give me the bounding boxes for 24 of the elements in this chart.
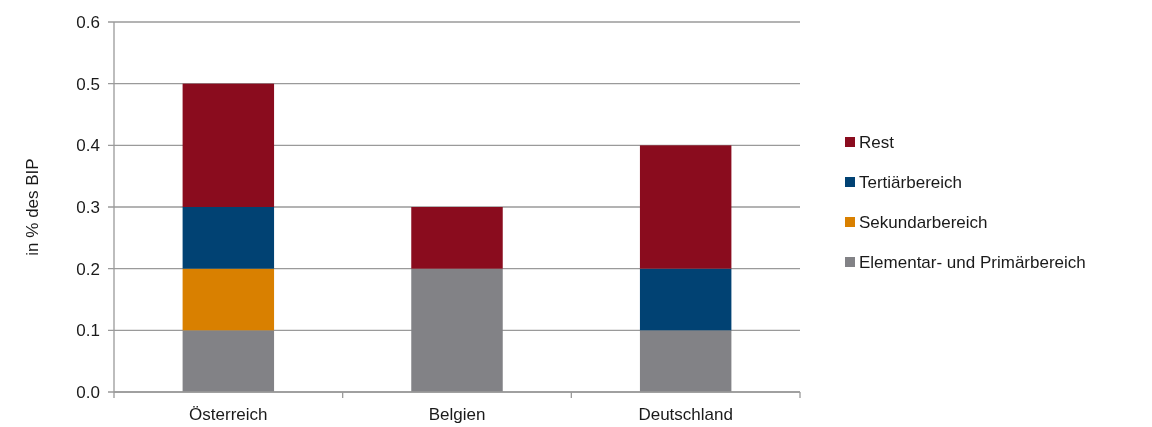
x-tick-label: Deutschland (638, 405, 733, 424)
bar (639, 330, 732, 392)
bar (639, 145, 732, 269)
bar (639, 268, 732, 331)
y-tick-label: 0.6 (76, 12, 100, 32)
y-tick-label: 0.3 (76, 197, 100, 217)
legend-label: Rest (859, 132, 895, 152)
x-tick-label: Österreich (189, 405, 268, 424)
y-tick-label: 0.0 (76, 382, 100, 402)
y-tick-label: 0.2 (76, 259, 100, 279)
y-axis-title: in % des BIP (23, 158, 42, 256)
bar (182, 268, 275, 331)
y-tick-label: 0.4 (76, 136, 100, 156)
bar (182, 207, 275, 269)
legend-label: Elementar- und Primärbereich (859, 252, 1086, 272)
y-tick-label: 0.5 (76, 74, 100, 94)
bar (411, 207, 503, 269)
legend-label: Sekundarbereich (859, 212, 988, 232)
y-tick-label: 0.1 (76, 321, 100, 341)
legend-label: Tertiärbereich (859, 172, 962, 192)
bar (411, 268, 503, 392)
bar (182, 83, 275, 207)
bar (182, 330, 275, 392)
x-tick-label: Belgien (428, 405, 486, 424)
